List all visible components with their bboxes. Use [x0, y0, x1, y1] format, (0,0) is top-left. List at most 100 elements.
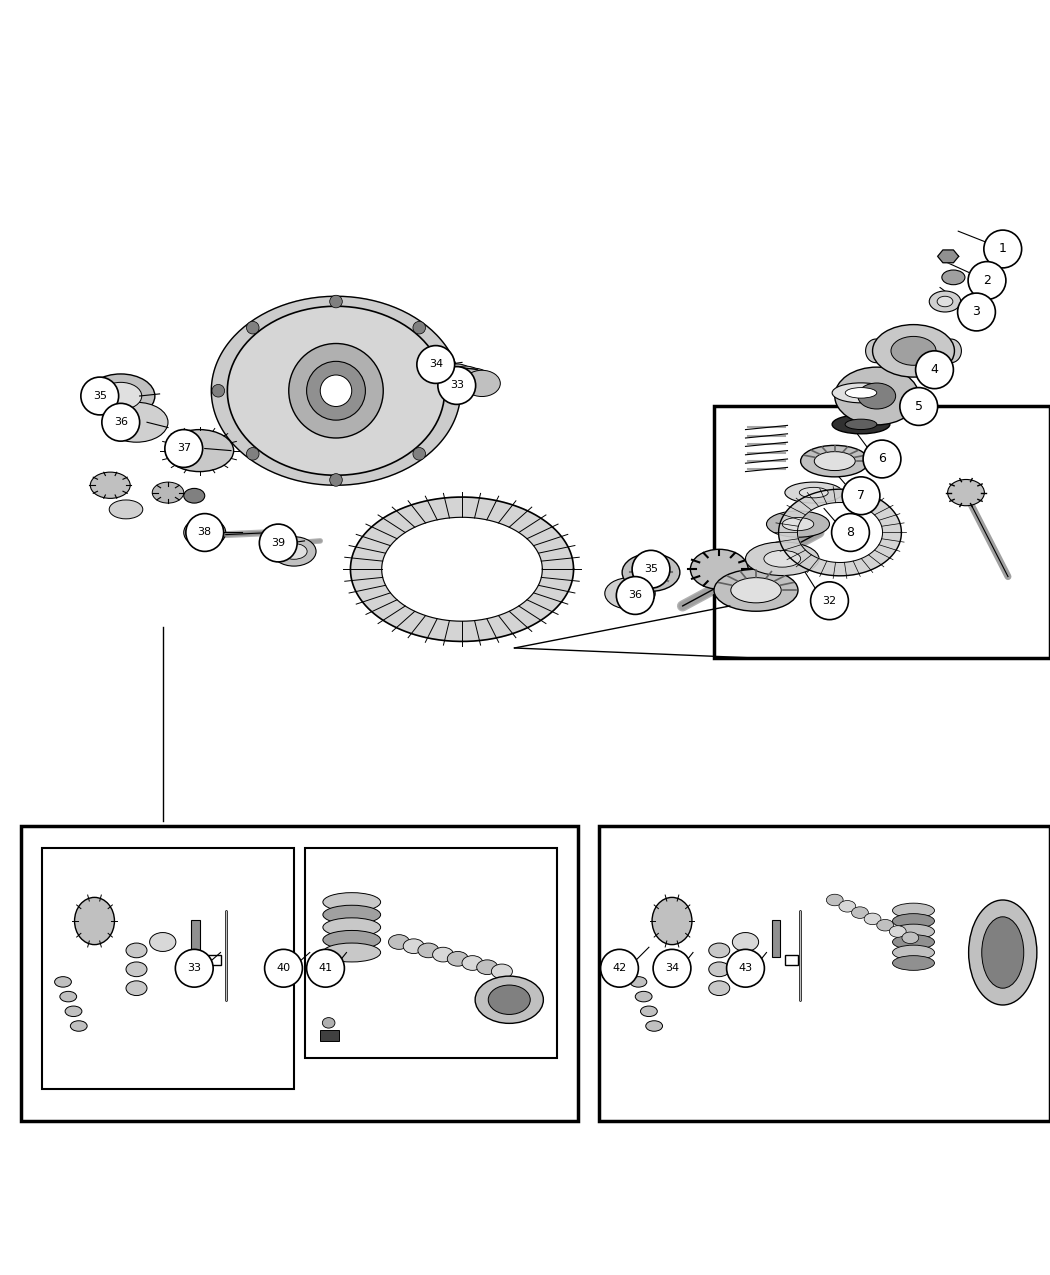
Ellipse shape: [799, 487, 828, 497]
Bar: [598, 826, 1050, 1121]
Ellipse shape: [941, 339, 962, 362]
Text: 33: 33: [187, 963, 202, 973]
Ellipse shape: [477, 960, 498, 974]
Text: 6: 6: [878, 453, 886, 465]
Ellipse shape: [892, 935, 934, 950]
Ellipse shape: [832, 382, 890, 403]
Text: 36: 36: [113, 417, 128, 427]
Ellipse shape: [766, 511, 830, 537]
Bar: [304, 848, 556, 1057]
Circle shape: [653, 950, 691, 987]
Text: 35: 35: [92, 391, 107, 402]
Circle shape: [307, 950, 344, 987]
Ellipse shape: [892, 914, 934, 928]
Ellipse shape: [184, 488, 205, 504]
Ellipse shape: [630, 977, 647, 987]
Ellipse shape: [652, 898, 692, 945]
Circle shape: [186, 514, 224, 551]
Ellipse shape: [166, 430, 233, 472]
Ellipse shape: [968, 900, 1037, 1005]
Ellipse shape: [731, 578, 781, 603]
Ellipse shape: [75, 898, 114, 945]
Bar: [785, 955, 798, 965]
Circle shape: [247, 321, 259, 334]
Ellipse shape: [877, 919, 894, 931]
Ellipse shape: [456, 368, 491, 394]
Circle shape: [968, 261, 1006, 300]
Ellipse shape: [815, 451, 855, 470]
Text: 36: 36: [628, 590, 643, 601]
Ellipse shape: [70, 1021, 87, 1031]
Text: 42: 42: [612, 963, 627, 973]
Polygon shape: [228, 306, 445, 476]
Ellipse shape: [462, 956, 483, 970]
Ellipse shape: [709, 980, 730, 996]
Ellipse shape: [832, 414, 890, 434]
Ellipse shape: [929, 291, 961, 312]
Ellipse shape: [126, 944, 147, 958]
Ellipse shape: [90, 472, 130, 499]
Ellipse shape: [709, 961, 730, 977]
Bar: [21, 826, 578, 1121]
Ellipse shape: [272, 537, 316, 566]
Ellipse shape: [447, 366, 483, 393]
Circle shape: [811, 581, 848, 620]
Circle shape: [413, 321, 425, 334]
Ellipse shape: [733, 932, 758, 951]
Circle shape: [863, 440, 901, 478]
Bar: [191, 921, 200, 956]
Text: 8: 8: [846, 527, 855, 539]
Ellipse shape: [982, 917, 1024, 988]
Text: 7: 7: [857, 490, 865, 502]
Ellipse shape: [646, 1021, 663, 1031]
Text: 38: 38: [197, 528, 212, 538]
Ellipse shape: [191, 524, 218, 541]
Ellipse shape: [782, 518, 814, 530]
Text: 4: 4: [930, 363, 939, 376]
Text: 35: 35: [644, 565, 658, 574]
Ellipse shape: [323, 931, 380, 950]
Ellipse shape: [889, 926, 906, 937]
Circle shape: [320, 375, 352, 407]
Ellipse shape: [746, 542, 819, 575]
Circle shape: [259, 524, 297, 562]
Polygon shape: [938, 250, 959, 263]
Ellipse shape: [892, 956, 934, 970]
Ellipse shape: [892, 945, 934, 960]
Text: 39: 39: [271, 538, 286, 548]
Circle shape: [212, 385, 225, 397]
Ellipse shape: [864, 913, 881, 924]
Ellipse shape: [942, 270, 965, 284]
Polygon shape: [351, 497, 573, 641]
Ellipse shape: [691, 550, 748, 589]
Ellipse shape: [323, 905, 380, 924]
Text: 34: 34: [665, 963, 679, 973]
Ellipse shape: [439, 363, 475, 390]
Ellipse shape: [447, 951, 468, 966]
Ellipse shape: [403, 938, 424, 954]
Text: 34: 34: [428, 360, 443, 370]
Text: 37: 37: [176, 444, 191, 454]
Ellipse shape: [785, 482, 842, 504]
Bar: [714, 407, 1050, 658]
Circle shape: [330, 473, 342, 486]
Text: 2: 2: [983, 274, 991, 287]
Ellipse shape: [55, 977, 71, 987]
Circle shape: [81, 377, 119, 414]
Text: 40: 40: [276, 963, 291, 973]
Text: 3: 3: [972, 306, 981, 319]
Circle shape: [413, 448, 425, 460]
Ellipse shape: [709, 944, 730, 958]
Ellipse shape: [845, 388, 877, 398]
Ellipse shape: [714, 569, 798, 611]
Circle shape: [165, 430, 203, 468]
Ellipse shape: [100, 382, 142, 409]
Circle shape: [832, 514, 869, 551]
Circle shape: [842, 477, 880, 515]
Ellipse shape: [858, 382, 896, 409]
Ellipse shape: [845, 419, 877, 430]
Ellipse shape: [937, 296, 953, 307]
Ellipse shape: [149, 932, 176, 951]
Bar: [42, 848, 294, 1089]
Text: 43: 43: [738, 963, 753, 973]
